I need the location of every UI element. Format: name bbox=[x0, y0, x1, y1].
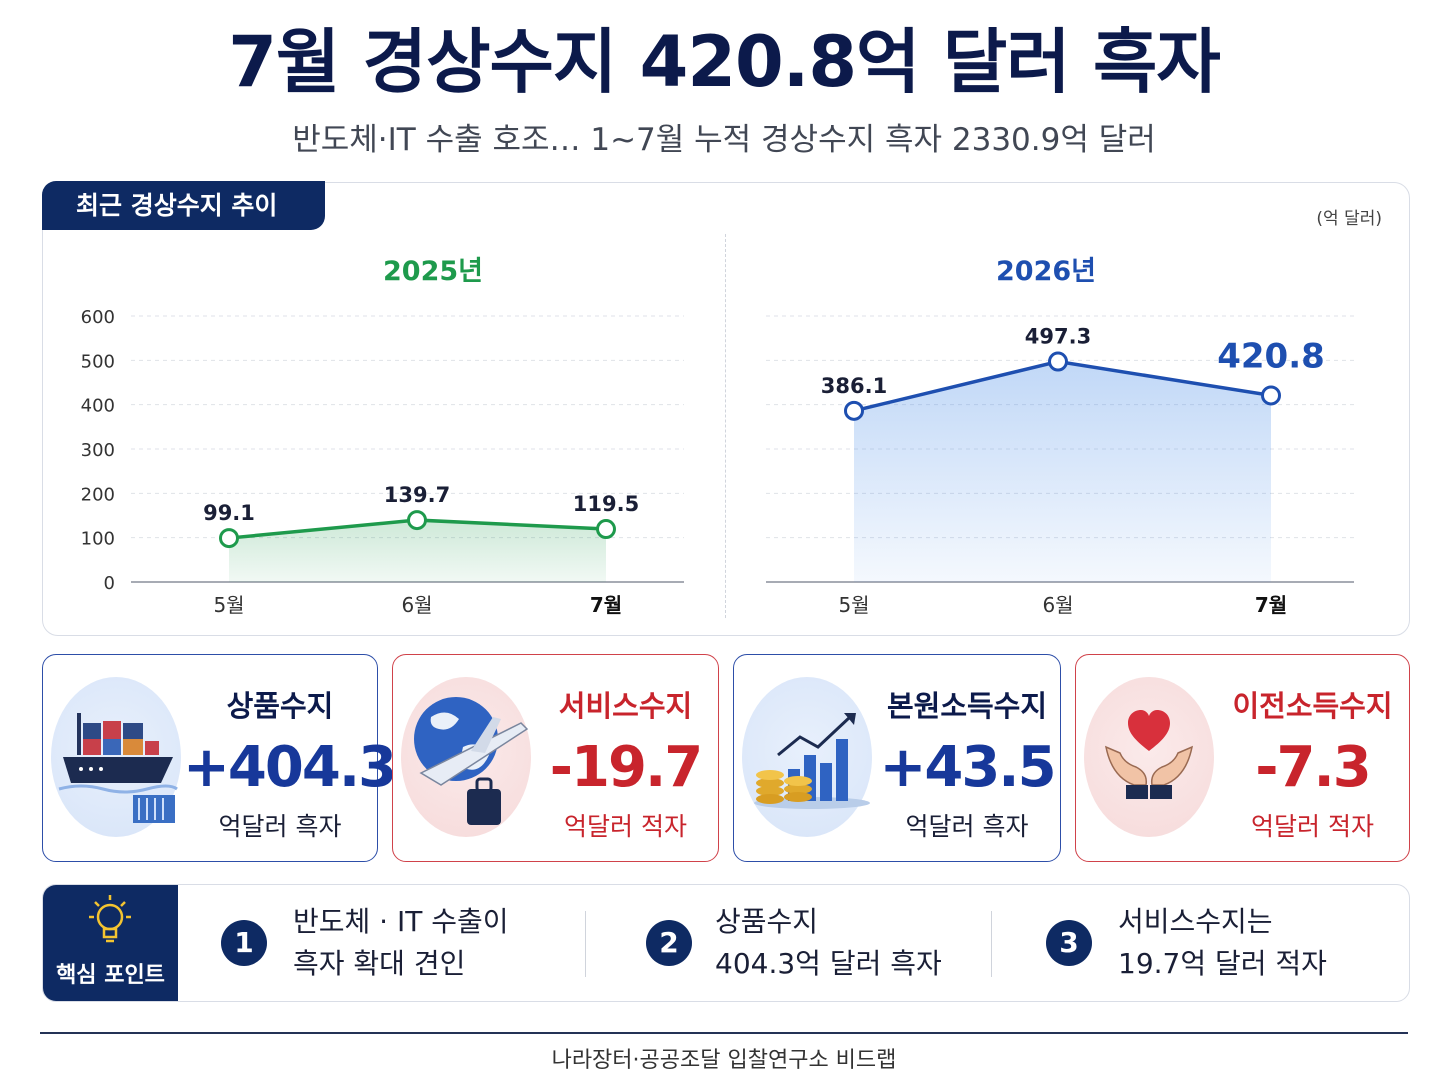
data-label: 99.1 bbox=[203, 501, 255, 525]
y-tick-label: 100 bbox=[81, 529, 115, 550]
card-subtitle: 억달러 흑자 bbox=[905, 812, 1029, 841]
y-tick-label: 200 bbox=[81, 484, 115, 505]
page-title: 7월 경상수지 420.8억 달러 흑자 bbox=[228, 21, 1221, 103]
data-label: 139.7 bbox=[384, 483, 450, 507]
chart-2026-title: 2026년 bbox=[996, 256, 1096, 287]
card-value: -7.3 bbox=[1255, 735, 1371, 800]
key-points-panel: 핵심 포인트 1 반도체 · IT 수출이 흑자 확대 견인 2 상품수지 40… bbox=[42, 884, 1410, 1002]
key-point-number: 2 bbox=[646, 920, 692, 966]
card-subtitle: 억달러 적자 bbox=[1251, 812, 1374, 841]
heart-hands-icon bbox=[1084, 677, 1214, 837]
data-point bbox=[407, 510, 427, 531]
goods-balance-card: 상품수지 +404.3 억달러 흑자 bbox=[42, 654, 397, 862]
footer-divider bbox=[40, 1032, 1408, 1034]
key-point-line: 서비스수지는 bbox=[1118, 905, 1273, 938]
data-point bbox=[1048, 351, 1068, 372]
globe-airplane-icon bbox=[401, 677, 531, 837]
data-point bbox=[219, 528, 239, 549]
balance-trend-chart: 600 500 400 300 200 100 0 99.1 5월 139.7 6월 119.5 7월 3… bbox=[81, 307, 1354, 617]
x-tick-label: 6월 bbox=[1042, 593, 1073, 617]
key-point-divider bbox=[991, 911, 992, 977]
chart-divider bbox=[725, 234, 726, 618]
card-title: 상품수지 bbox=[226, 689, 334, 723]
primary-income-card: 본원소득수지 +43.5 억달러 흑자 bbox=[733, 654, 1061, 862]
x-tick-label: 7월 bbox=[590, 593, 622, 617]
card-value: +404.3 bbox=[183, 735, 397, 800]
card-title: 본원소득수지 bbox=[886, 689, 1048, 723]
data-point bbox=[844, 400, 864, 421]
data-label: 386.1 bbox=[821, 374, 887, 398]
footer-source: 나라장터·공공조달 입찰연구소 비드랩 bbox=[551, 1048, 897, 1073]
y-tick-label: 600 bbox=[81, 307, 115, 328]
y-tick-label: 500 bbox=[81, 351, 115, 372]
series-area-2025 bbox=[229, 520, 606, 582]
key-points-badge: 핵심 포인트 bbox=[43, 885, 178, 1001]
cargo-ship-icon bbox=[51, 677, 181, 837]
key-points-label: 핵심 포인트 bbox=[56, 963, 165, 988]
series-area-2026 bbox=[854, 361, 1271, 582]
card-subtitle: 억달러 흑자 bbox=[218, 812, 342, 841]
data-point bbox=[1261, 385, 1281, 406]
secondary-income-card: 이전소득수지 -7.3 억달러 적자 bbox=[1075, 654, 1410, 862]
lightbulb-icon bbox=[89, 895, 131, 943]
page-subtitle: 반도체·IT 수출 호조… 1~7월 누적 경상수지 흑자 2330.9억 달러 bbox=[292, 122, 1156, 158]
y-tick-label: 300 bbox=[81, 440, 115, 461]
services-balance-card: 서비스수지 -19.7 억달러 적자 bbox=[392, 654, 719, 862]
data-point bbox=[596, 519, 616, 540]
key-point-number: 3 bbox=[1046, 920, 1092, 966]
chart-unit-label: (억 달러) bbox=[1316, 209, 1382, 229]
coins-growth-icon bbox=[742, 677, 872, 837]
x-tick-label: 7월 bbox=[1255, 593, 1287, 617]
y-tick-label: 400 bbox=[81, 396, 115, 417]
x-tick-label: 6월 bbox=[401, 593, 432, 617]
card-title: 이전소득수지 bbox=[1232, 689, 1393, 723]
data-label: 119.5 bbox=[573, 492, 639, 516]
x-tick-label: 5월 bbox=[838, 593, 869, 617]
card-value: +43.5 bbox=[879, 735, 1056, 800]
key-point-line: 반도체 · IT 수출이 bbox=[293, 905, 509, 938]
card-subtitle: 억달러 적자 bbox=[564, 812, 687, 841]
key-point-line: 19.7억 달러 적자 bbox=[1118, 947, 1327, 980]
chart-2025-title: 2025년 bbox=[383, 256, 483, 287]
key-point-line: 흑자 확대 견인 bbox=[293, 947, 466, 980]
key-point-number: 1 bbox=[221, 920, 267, 966]
key-point-line: 404.3억 달러 흑자 bbox=[715, 947, 942, 980]
x-tick-label: 5월 bbox=[213, 593, 244, 617]
key-point-divider bbox=[585, 911, 586, 977]
card-value: -19.7 bbox=[549, 735, 703, 800]
key-point-line: 상품수지 bbox=[715, 905, 819, 938]
data-label: 420.8 bbox=[1217, 336, 1325, 376]
data-label: 497.3 bbox=[1025, 325, 1091, 349]
y-tick-label: 0 bbox=[104, 573, 115, 594]
card-title: 서비스수지 bbox=[558, 689, 693, 723]
chart-panel-tab: 최근 경상수지 추이 bbox=[42, 181, 325, 230]
